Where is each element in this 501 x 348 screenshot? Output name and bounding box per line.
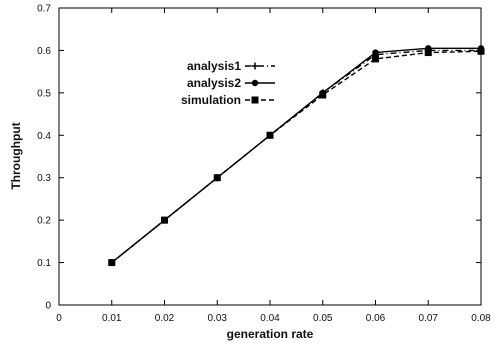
series-layer [108,45,485,267]
axis-ticks [58,7,482,306]
series-analysis1 [108,46,485,267]
series-line-analysis1 [111,49,481,264]
data-point-simulation [424,49,432,57]
axis-tick-labels: 0 0.01 0.02 0.03 0.04 0.05 0.06 0.07 0.08 0 0.1 0.2… [37,4,491,325]
legend: analysis1 analysis2 simulation [181,59,275,107]
x-tick-label: 0.03 [208,313,228,324]
data-point-simulation [477,47,485,55]
data-point-simulation [108,259,116,267]
y-tick-label: 0 [45,301,51,312]
legend-label: simulation [181,93,241,107]
series-analysis2 [108,45,485,266]
x-axis-title: generation rate [227,327,314,341]
x-tick-label: 0.08 [471,313,491,324]
x-tick-label: 0.04 [260,313,280,324]
data-point-simulation [213,174,221,182]
data-point-analysis2 [372,49,379,56]
data-point-simulation [319,91,327,99]
data-point-simulation [161,216,168,224]
x-tick-label: 0.02 [155,313,175,324]
x-tick-label: 0.06 [366,313,386,324]
x-tick-label: 0.05 [313,313,333,324]
y-tick-label: 0.5 [37,88,51,99]
legend-label: analysis1 [187,59,241,73]
data-point-simulation [372,55,379,63]
y-axis-title: Throughput [9,122,23,189]
y-tick-label: 0.4 [37,131,51,142]
y-tick-label: 0.2 [37,216,51,227]
x-tick-label: 0.07 [419,313,439,324]
series-line-simulation [111,50,482,264]
plot-area-frame [58,7,482,306]
x-tick-label: 0 [56,313,62,324]
legend-item-simulation: simulation [181,93,275,107]
legend-item-analysis2: analysis2 [187,76,275,90]
legend-marker-simulation [251,96,259,104]
x-tick-label: 0.01 [102,313,122,324]
y-tick-label: 0.6 [37,46,51,57]
series-line-analysis2 [111,47,481,264]
legend-marker-analysis2 [251,79,259,87]
y-tick-label: 0.1 [37,258,51,269]
y-tick-label: 0.3 [37,173,51,184]
data-point-simulation [266,131,274,139]
legend-label: analysis2 [187,76,241,90]
series-simulation [108,47,485,267]
legend-item-analysis1: analysis1 [187,59,275,73]
y-tick-label: 0.7 [37,4,51,15]
legend-marker-analysis1 [251,62,259,70]
